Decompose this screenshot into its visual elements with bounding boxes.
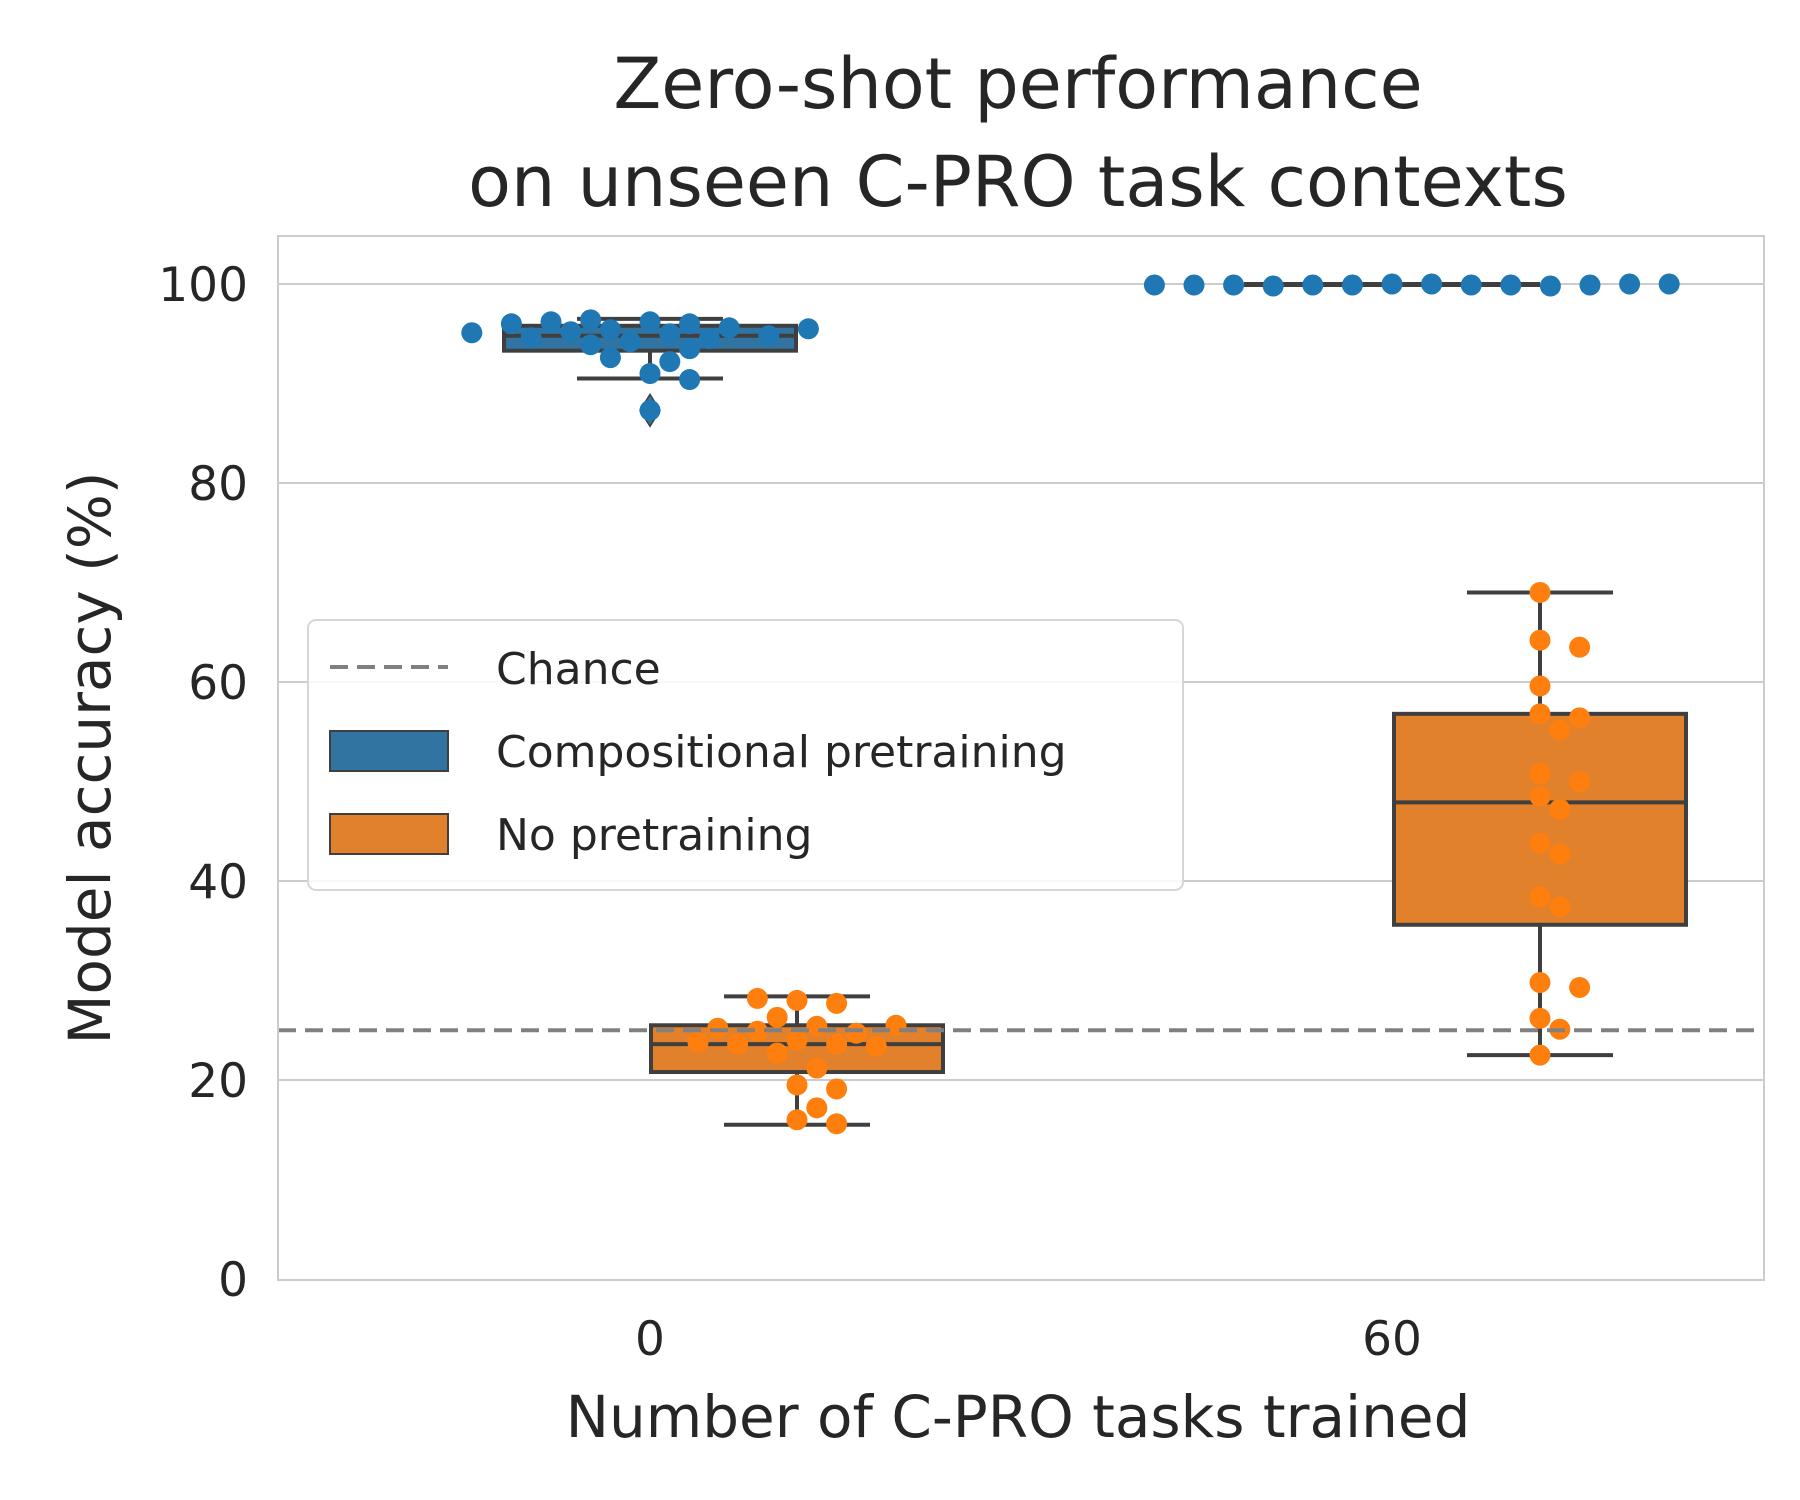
data-point [1529, 886, 1551, 908]
data-point [1539, 275, 1561, 297]
legend-no-pretraining-label: No pretraining [496, 810, 812, 861]
x-axis-ticks: 0 60 [635, 1312, 1422, 1367]
data-point [1579, 274, 1601, 296]
data-point [806, 1097, 828, 1119]
data-point [1143, 274, 1165, 296]
legend: Chance Compositional pretraining No pret… [307, 619, 1184, 891]
data-point [1569, 636, 1591, 658]
data-point [806, 1057, 828, 1079]
data-point [580, 334, 602, 356]
data-point [639, 311, 661, 333]
x-tick-label: 60 [1362, 1312, 1422, 1367]
y-axis-ticks: 0 20 40 60 80 100 [158, 258, 248, 1308]
data-point [580, 309, 602, 331]
data-point [698, 328, 720, 350]
data-point [1569, 976, 1591, 998]
data-point [659, 351, 681, 373]
data-point [1529, 971, 1551, 993]
x-axis-label: Number of C-PRO tasks trained [566, 1383, 1471, 1451]
data-point [806, 1015, 828, 1037]
data-point [1302, 274, 1324, 296]
data-point [727, 1033, 749, 1055]
y-axis-label: Model accuracy (%) [56, 471, 124, 1044]
data-point [865, 1035, 887, 1057]
data-point [786, 1109, 808, 1131]
data-point [659, 323, 681, 345]
data-point [1183, 274, 1205, 296]
data-point [1549, 719, 1571, 741]
data-point [1529, 785, 1551, 807]
data-point [1619, 273, 1641, 295]
data-point [826, 1113, 848, 1135]
data-point [1529, 1044, 1551, 1066]
data-point [1421, 273, 1443, 295]
data-point [826, 1033, 848, 1055]
data-point [1529, 1007, 1551, 1029]
data-point [758, 325, 780, 347]
data-point [718, 317, 740, 339]
y-tick-label: 20 [188, 1054, 248, 1109]
data-point [500, 313, 522, 335]
data-point [1549, 843, 1571, 865]
y-tick-label: 0 [218, 1253, 248, 1308]
data-point [599, 347, 621, 369]
data-point [786, 1029, 808, 1051]
y-tick-label: 100 [158, 258, 248, 313]
legend-no-pretraining-swatch [329, 813, 449, 855]
data-point [786, 1074, 808, 1096]
legend-compositional-swatch [329, 730, 449, 772]
chart-title-line-1: Zero-shot performance [613, 43, 1422, 125]
legend-chance-label: Chance [496, 644, 661, 695]
data-point [599, 319, 621, 341]
data-point [1549, 798, 1571, 820]
data-point [797, 318, 819, 340]
data-point [1500, 274, 1522, 296]
x-tick-label: 0 [635, 1312, 665, 1367]
data-point [1223, 274, 1245, 296]
data-point [639, 399, 661, 421]
data-point [1460, 274, 1482, 296]
data-point [1549, 896, 1571, 918]
data-point [520, 327, 542, 349]
data-point [1529, 581, 1551, 603]
data-point [845, 1022, 867, 1044]
chart-title-line-2: on unseen C-PRO task contexts [468, 141, 1568, 223]
data-point [766, 1006, 788, 1028]
data-point [1381, 273, 1403, 295]
data-point [560, 321, 582, 343]
data-point [746, 987, 768, 1009]
y-tick-label: 40 [188, 855, 248, 910]
data-point [826, 1078, 848, 1100]
data-point [1529, 832, 1551, 854]
data-point [1529, 703, 1551, 725]
data-point [540, 311, 562, 333]
data-point [746, 1020, 768, 1042]
swarm-points [461, 273, 1680, 1135]
data-point [1341, 274, 1363, 296]
data-point [766, 1042, 788, 1064]
data-point [687, 1031, 709, 1053]
data-point [679, 313, 701, 335]
data-point [679, 338, 701, 360]
data-point [619, 331, 641, 353]
y-tick-label: 60 [188, 656, 248, 711]
data-point [1529, 675, 1551, 697]
data-point [1569, 771, 1591, 792]
y-tick-label: 80 [188, 457, 248, 512]
data-point [639, 363, 661, 385]
data-point [826, 992, 848, 1014]
data-point [885, 1014, 907, 1036]
data-point [1529, 629, 1551, 651]
data-point [1529, 763, 1551, 785]
data-point [1569, 707, 1591, 729]
data-point [1262, 275, 1284, 297]
legend-frame [307, 619, 1184, 891]
legend-compositional-label: Compositional pretraining [496, 727, 1067, 778]
data-point [1658, 273, 1680, 295]
plot-frame [277, 235, 1765, 1281]
data-point [461, 322, 483, 344]
data-point [679, 369, 701, 391]
data-point [786, 989, 808, 1011]
